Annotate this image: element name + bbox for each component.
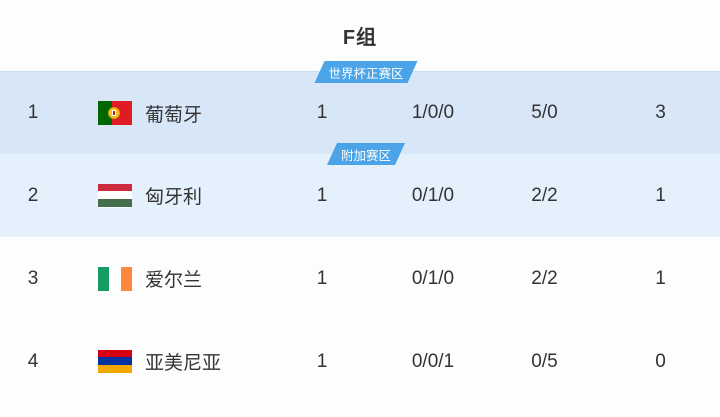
goals-cell: 2/2 <box>531 184 558 206</box>
rank-cell: 3 <box>27 267 39 289</box>
goals-cell: 2/2 <box>531 267 558 289</box>
rank-cell: 2 <box>27 184 39 206</box>
rank-cell: 1 <box>27 102 39 123</box>
win-draw-loss-cell: 0/0/1 <box>411 350 455 372</box>
team-name: 亚美尼亚 <box>145 353 222 374</box>
team-cell[interactable]: 爱尔兰 <box>66 265 266 292</box>
played-cell: 1 <box>316 102 328 123</box>
team-name: 爱尔兰 <box>145 270 203 291</box>
win-draw-loss-cell: 0/1/0 <box>411 267 455 289</box>
goals-cell: 5/0 <box>531 102 558 123</box>
goals-cell: 0/5 <box>531 350 558 372</box>
points-cell: 3 <box>655 102 666 123</box>
table-row[interactable]: 4 亚美尼亚 1 0/0/1 0/5 0 <box>0 320 720 403</box>
played-cell: 1 <box>316 184 328 206</box>
group-header: F组 <box>0 0 720 71</box>
team-name: 匈牙利 <box>145 187 203 208</box>
armenia-flag-icon <box>98 349 132 374</box>
hungary-flag-icon <box>98 183 132 208</box>
team-cell[interactable]: 匈牙利 <box>66 182 266 209</box>
page-title: F组 <box>342 27 378 49</box>
played-cell: 1 <box>316 267 328 289</box>
table-row[interactable]: 3 爱尔兰 1 0/1/0 2/2 1 <box>0 237 720 320</box>
win-draw-loss-cell: 1/0/0 <box>411 102 455 123</box>
standings-rows: 世界杯正赛区 1 葡萄牙 1 1/0/0 5/0 3 附加赛区 <box>0 71 720 403</box>
portugal-flag-icon <box>98 101 132 125</box>
team-cell[interactable]: 亚美尼亚 <box>66 348 266 375</box>
team-cell[interactable]: 葡萄牙 <box>66 100 266 127</box>
table-row[interactable]: 世界杯正赛区 1 葡萄牙 1 1/0/0 5/0 3 <box>0 71 720 154</box>
points-cell: 1 <box>655 267 666 289</box>
win-draw-loss-cell: 0/1/0 <box>411 184 455 206</box>
team-name: 葡萄牙 <box>145 104 203 126</box>
played-cell: 1 <box>316 350 328 372</box>
points-cell: 0 <box>655 350 666 372</box>
ireland-flag-icon <box>98 266 132 291</box>
points-cell: 1 <box>655 184 666 206</box>
rank-cell: 4 <box>27 350 39 372</box>
table-row[interactable]: 附加赛区 2 匈牙利 1 0/1/0 2/2 1 <box>0 154 720 237</box>
